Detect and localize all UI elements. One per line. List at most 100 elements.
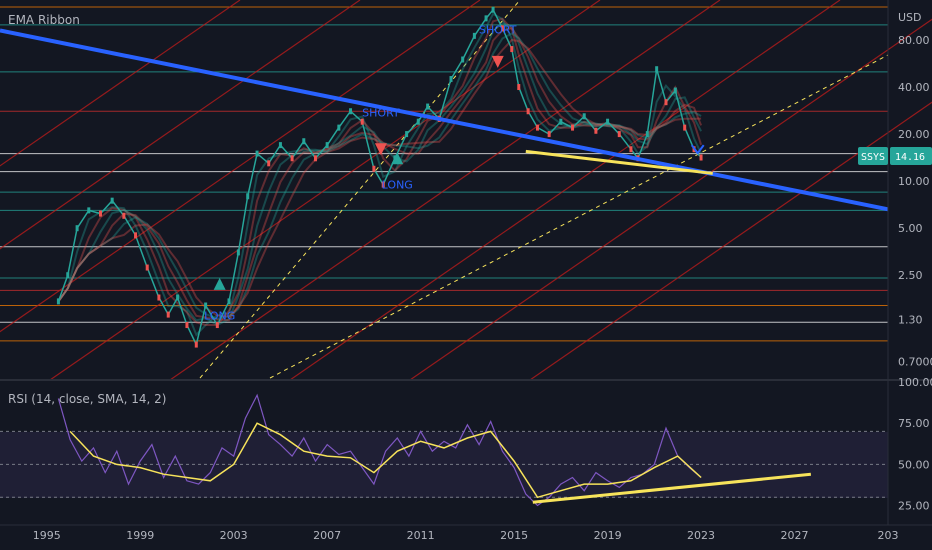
price-point [629,146,633,153]
rsi-trendline [532,472,812,504]
price-point [185,322,189,329]
price-point [134,232,138,239]
price-point [673,87,677,94]
price-point [236,249,240,256]
price-point [157,294,161,301]
price-point [87,207,91,214]
price-point [194,341,198,348]
price-line [57,8,702,347]
price-tick-label: 10.00 [898,175,930,188]
rsi-tick-label: 50.00 [898,458,930,471]
svg-text:14.16: 14.16 [895,152,925,163]
price-tick-label: 5.00 [898,222,923,235]
price-point [98,210,102,217]
indicator-label[interactable]: EMA Ribbon [8,13,80,27]
price-point [426,103,430,110]
price-point [215,322,219,329]
rsi-label[interactable]: RSI (14, close, SMA, 14, 2) [8,392,167,406]
time-tick-label: 203 [878,529,899,542]
price-point [645,131,649,138]
channel-line [0,0,241,167]
signal-markers: LONG SHORT LONG SHORT [204,24,517,323]
channel-line [169,0,721,381]
channel-line [0,0,361,250]
price-point [278,142,282,149]
price-point [360,118,364,125]
channel-line [49,0,601,381]
symbol-badge: SSYS [858,147,888,165]
rsi-band [0,432,888,498]
price-point [500,25,504,32]
price-point [381,181,385,188]
diagonal-channels [0,0,932,381]
price-point [122,212,126,219]
time-tick-label: 2019 [594,529,622,542]
support-trendline [525,149,713,175]
time-tick-label: 2023 [687,529,715,542]
price-tick-label: 1.30 [898,314,923,327]
price-point [66,272,70,279]
channel-line [0,0,481,333]
price-axis[interactable]: 80.00 40.00 20.00 10.00 5.00 2.50 1.30 0.7000 [898,34,932,369]
time-tick-label: 2015 [500,529,528,542]
channel-line [289,0,841,381]
signal-label: LONG [382,178,413,191]
price-series [56,6,703,348]
price-point [472,32,476,39]
time-tick-label: 2007 [313,529,341,542]
signal-triangle [491,55,504,68]
time-axis[interactable]: 1995 1999 2003 2007 2011 2015 2019 2023 2027 203 [33,529,899,542]
price-point [337,124,341,131]
price-point [227,298,231,305]
time-tick-label: 2011 [407,529,435,542]
time-tick-label: 2003 [220,529,248,542]
price-point [699,154,703,161]
time-tick-label: 1995 [33,529,61,542]
price-point [290,155,294,162]
price-point [617,131,621,138]
target-arrow [690,144,705,155]
time-tick-label: 1999 [126,529,154,542]
rsi-axis[interactable]: 100.00 75.00 50.00 25.00 [898,376,932,513]
currency-label: USD [898,11,922,24]
signal-triangle [213,277,226,290]
price-point [416,118,420,125]
price-tick-label: 0.7000 [898,356,932,369]
price-point [176,294,180,301]
channel-line [529,101,932,381]
price-point [559,118,563,125]
horizontal-levels [0,6,888,342]
long-term-trendline [0,28,889,212]
time-tick-label: 2027 [781,529,809,542]
price-point [246,193,250,200]
price-point [461,56,465,63]
price-point [166,311,170,318]
price-point [255,150,259,157]
signal-label: LONG [204,310,235,323]
price-point [535,124,539,131]
price-point [594,127,598,134]
price-point [582,113,586,120]
price-point [655,66,659,73]
price-point [204,302,208,309]
price-point [526,108,530,115]
svg-text:SSYS: SSYS [861,152,885,163]
price-point [606,118,610,125]
price-point [145,264,149,271]
price-tick-label: 80.00 [898,34,930,47]
rsi-tick-label: 75.00 [898,417,930,430]
rsi-tick-label: 25.00 [898,500,930,513]
price-point [571,124,575,131]
signal-label: SHORT [362,106,400,119]
signal-label: SHORT [479,24,517,37]
signal-triangle [374,143,387,156]
price-point [517,84,521,91]
price-point [449,76,453,83]
price-point [372,165,376,172]
rsi-sma-line [69,422,702,499]
trend-annotations [0,28,889,212]
price-point [683,124,687,131]
signal-triangle [391,152,404,165]
price-point [664,99,668,106]
